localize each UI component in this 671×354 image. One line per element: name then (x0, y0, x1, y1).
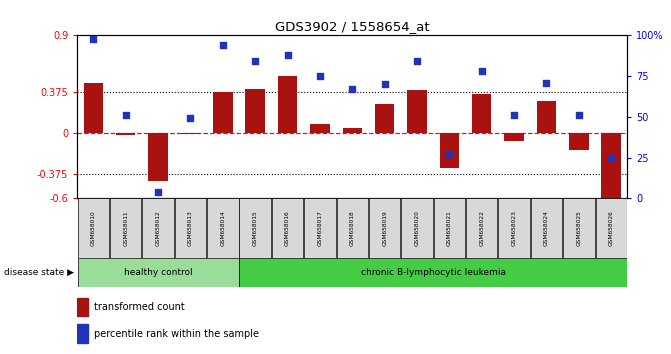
Bar (440, 133, 459, 168)
Point (185, 116, 196, 121)
Point (347, 86, 358, 92)
Text: GSM658022: GSM658022 (479, 210, 484, 246)
Point (250, 59, 260, 64)
Bar (77, 297, 88, 316)
Point (574, 112, 584, 118)
Text: GSM658019: GSM658019 (382, 211, 387, 246)
Bar (78, 258, 238, 287)
Bar (78, 198, 109, 258)
Bar (110, 198, 142, 258)
Bar (369, 198, 401, 258)
Point (88, 36, 99, 41)
Point (476, 68, 487, 74)
Bar (77, 324, 88, 343)
Text: GSM658010: GSM658010 (91, 211, 96, 246)
Bar (601, 133, 621, 200)
Bar (174, 198, 206, 258)
Bar (142, 198, 174, 258)
Text: GSM658013: GSM658013 (188, 211, 193, 246)
Text: GSM658023: GSM658023 (511, 210, 517, 246)
Bar (401, 198, 433, 258)
Bar (337, 198, 368, 258)
Bar (148, 133, 168, 181)
Point (315, 73, 325, 79)
Bar (466, 198, 497, 258)
Point (379, 81, 390, 87)
Bar (595, 198, 627, 258)
Text: GSM658018: GSM658018 (350, 211, 355, 246)
Bar (272, 198, 303, 258)
Bar (310, 124, 329, 133)
Bar (563, 198, 595, 258)
Point (541, 80, 552, 85)
Bar (207, 198, 238, 258)
Text: chronic B-lymphocytic leukemia: chronic B-lymphocytic leukemia (361, 268, 506, 277)
Text: GSM658024: GSM658024 (544, 210, 549, 246)
Text: percentile rank within the sample: percentile rank within the sample (94, 329, 259, 339)
Bar (537, 101, 556, 133)
Bar (569, 133, 588, 150)
Bar (407, 90, 427, 133)
Point (509, 112, 519, 118)
Bar (375, 104, 395, 133)
Title: GDS3902 / 1558654_at: GDS3902 / 1558654_at (275, 20, 429, 33)
Bar (116, 133, 136, 135)
Text: GSM658025: GSM658025 (576, 210, 581, 246)
Text: GSM658015: GSM658015 (253, 211, 258, 246)
Bar (343, 128, 362, 133)
Text: GSM658021: GSM658021 (447, 211, 452, 246)
Point (606, 155, 617, 160)
Point (217, 42, 228, 48)
Text: disease state ▶: disease state ▶ (4, 268, 74, 277)
Text: GSM658026: GSM658026 (609, 211, 614, 246)
Text: GSM658016: GSM658016 (285, 211, 290, 246)
Point (153, 189, 164, 195)
Text: healthy control: healthy control (123, 268, 193, 277)
Bar (278, 75, 297, 133)
Bar (84, 83, 103, 133)
Bar (180, 133, 200, 134)
Bar (246, 88, 265, 133)
Bar (531, 198, 562, 258)
Text: GSM658014: GSM658014 (220, 211, 225, 246)
Text: GSM658011: GSM658011 (123, 211, 128, 246)
Bar (240, 198, 271, 258)
Bar (213, 92, 233, 133)
Text: GSM658017: GSM658017 (317, 211, 322, 246)
Point (411, 59, 422, 64)
Point (120, 112, 131, 118)
Bar (433, 198, 465, 258)
Point (282, 52, 293, 58)
Text: GSM658020: GSM658020 (415, 210, 419, 246)
Bar (472, 94, 491, 133)
Bar (499, 198, 530, 258)
Text: GSM658012: GSM658012 (156, 211, 160, 246)
Bar (505, 133, 524, 141)
Point (444, 152, 455, 157)
Bar (240, 258, 627, 287)
Bar (304, 198, 336, 258)
Text: transformed count: transformed count (94, 302, 185, 312)
